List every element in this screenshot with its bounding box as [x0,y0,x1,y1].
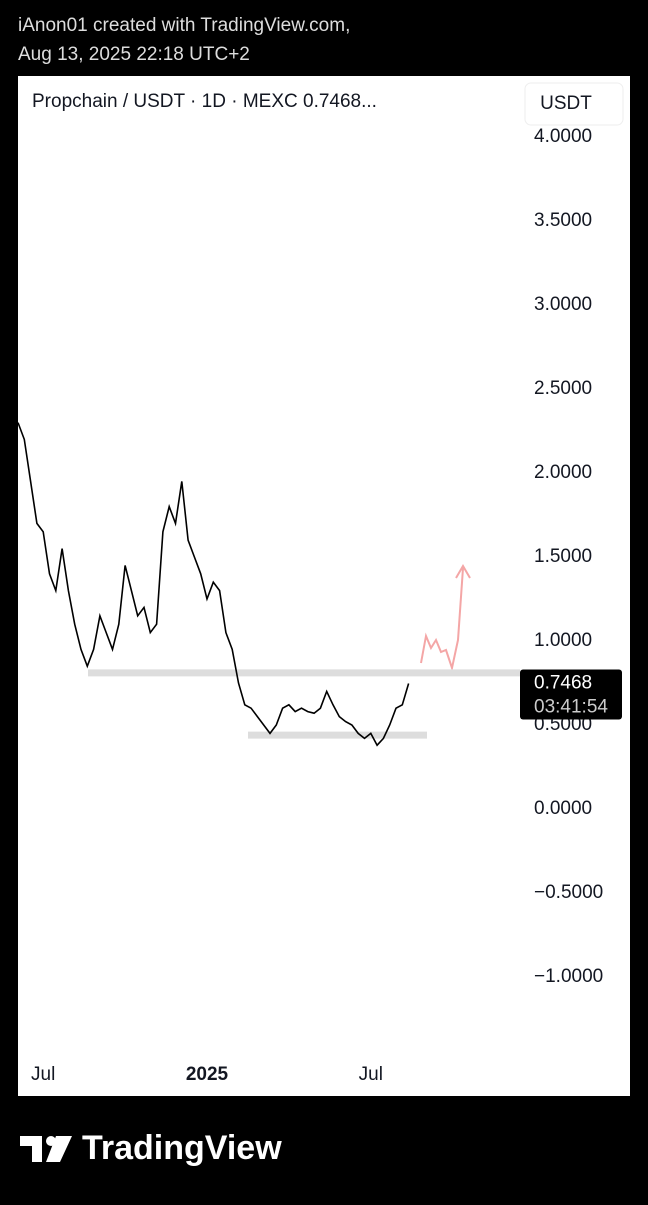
y-tick-label: 1.5000 [534,546,592,567]
x-tick-label: Jul [31,1064,55,1085]
currency-label: USDT [540,93,592,114]
plot: 4.0000 3.5000 3.0000 2.5000 2.0000 1.5000 1.00… [17,126,622,1085]
y-tick-label: 2.0000 [534,462,592,483]
x-tick-label: Jul [359,1064,383,1085]
y-tick-label: −0.5000 [534,882,603,903]
price-line [17,422,410,747]
last-price: 0.7468 [534,673,592,694]
chart-title: Propchain / USDT · 1D · MEXC 0.7468... [32,91,377,112]
y-tick-label: 4.0000 [534,126,592,147]
y-tick-label: 2.5000 [534,378,592,399]
y-tick-label: 3.0000 [534,294,592,315]
brand-logo [20,1136,72,1162]
currency-button[interactable] [524,82,624,126]
chart-panel [18,76,630,1096]
author-line: iAnon01 created with TradingView.com, [18,15,350,36]
y-tick-label: 0.0000 [534,798,592,819]
projection-arrow [420,564,471,672]
logo-dot [46,1136,56,1146]
brand-name: TradingView [82,1129,282,1167]
price-box [520,669,622,720]
logo-icon [20,1136,72,1162]
x-tick-label: 2025 [186,1064,229,1085]
countdown: 03:41:54 [534,697,608,718]
y-tick-label: 3.5000 [534,210,592,231]
date-line: Aug 13, 2025 22:18 UTC+2 [18,44,250,65]
y-tick-label: −1.0000 [534,966,603,987]
y-tick-label: 1.0000 [534,630,592,651]
